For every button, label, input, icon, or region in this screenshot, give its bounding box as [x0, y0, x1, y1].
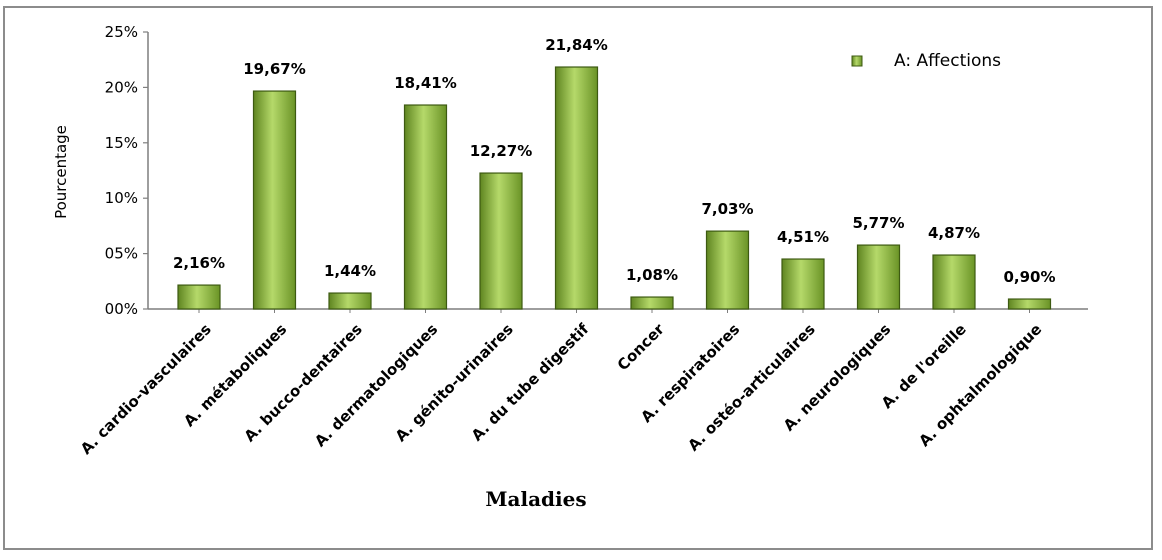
bar: [554, 66, 599, 310]
y-axis-label: Pourcentage: [52, 125, 70, 219]
legend-swatch: [851, 55, 863, 67]
data-label: 4,87%: [928, 224, 980, 242]
axes: 00% 05% 10% 15% 20% 25%: [105, 23, 1088, 318]
data-label: 12,27%: [470, 142, 532, 160]
legend-label: A: Affections: [894, 51, 1001, 71]
data-label: 18,41%: [394, 74, 456, 92]
data-label: 4,51%: [777, 228, 829, 246]
data-label: 7,03%: [701, 200, 753, 218]
category-label: A. dermatologiques: [311, 320, 441, 450]
data-label: 0,90%: [1003, 268, 1055, 286]
bar: [856, 244, 901, 310]
bar: [479, 172, 523, 310]
y-tick-label: 10%: [105, 189, 138, 207]
y-tick-label: 20%: [105, 78, 138, 96]
y-tick-label: 05%: [105, 245, 138, 263]
bar: [1007, 298, 1052, 310]
data-label: 1,44%: [324, 262, 376, 280]
category-label: A. cardio-vasculaires: [77, 320, 215, 458]
legend: A: Affections: [851, 51, 1001, 71]
y-tick-label: 15%: [105, 134, 138, 152]
bar: [630, 296, 674, 310]
category-label: A. ophtalmologique: [915, 320, 1045, 450]
data-label: 21,84%: [545, 36, 607, 54]
bar: [328, 292, 372, 310]
bar: [252, 90, 297, 310]
y-tick-label: 25%: [105, 23, 138, 41]
bar: [705, 230, 750, 310]
bar: [177, 284, 221, 310]
category-label: A. ostéo-articulaires: [684, 320, 819, 455]
category-label: Concer: [614, 320, 668, 374]
bar: [781, 258, 825, 310]
data-label: 1,08%: [626, 266, 678, 284]
data-label: 2,16%: [173, 254, 225, 272]
bars-group: [177, 66, 1052, 310]
bar: [403, 104, 448, 310]
data-label: 5,77%: [852, 214, 904, 232]
y-tick-label: 00%: [105, 300, 138, 318]
data-label: 19,67%: [243, 60, 305, 78]
bar: [932, 254, 976, 310]
x-axis-label: Maladies: [485, 487, 586, 511]
